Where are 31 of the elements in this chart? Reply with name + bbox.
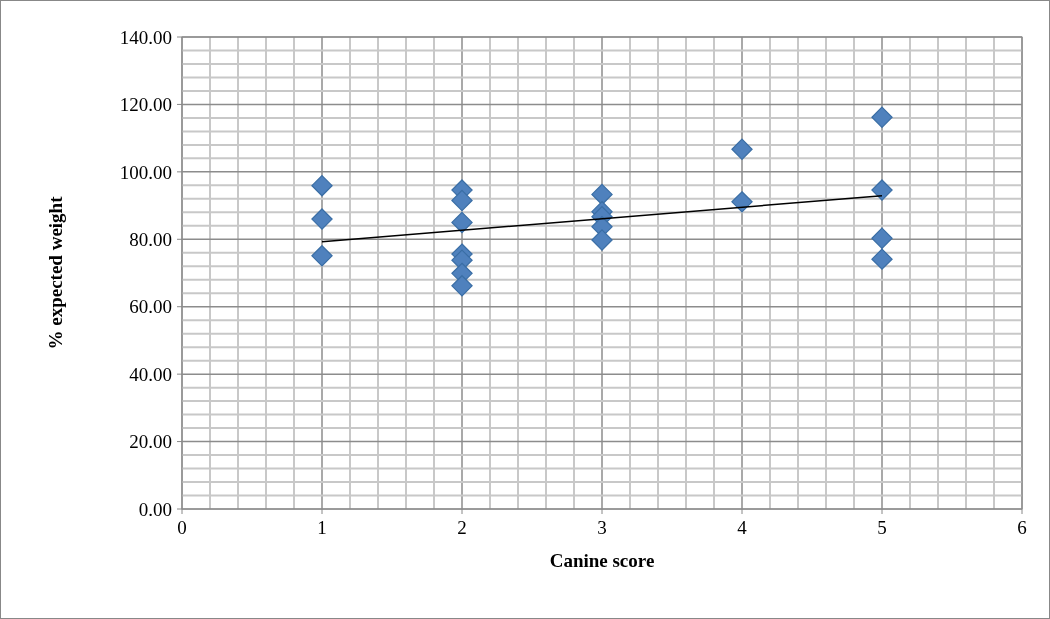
y-tick-label: 120.00 <box>119 94 172 116</box>
point <box>451 211 473 234</box>
point <box>311 174 333 197</box>
y-tick-label: 100.00 <box>119 161 172 183</box>
point <box>871 248 893 270</box>
x-tick-label: 4 <box>737 517 748 538</box>
point <box>591 229 613 251</box>
point <box>591 183 613 206</box>
x-tick-label: 3 <box>597 517 607 538</box>
point <box>871 179 893 201</box>
x-tick-label: 0 <box>177 517 187 538</box>
x-tick-label: 5 <box>877 517 887 538</box>
point <box>451 189 473 212</box>
y-tick-label: 0.00 <box>138 498 172 520</box>
y-tick-label: 80.00 <box>129 228 172 250</box>
x-tick-label: 6 <box>1017 517 1027 538</box>
x-tick-label: 1 <box>317 517 327 538</box>
y-tick-label: 40.00 <box>129 363 172 385</box>
point <box>731 138 753 160</box>
point <box>451 275 473 297</box>
point <box>311 245 333 267</box>
y-tick-label: 20.00 <box>129 431 172 453</box>
y-tick-label: 60.00 <box>129 296 172 318</box>
x-tick-label: 2 <box>457 517 467 538</box>
point <box>311 208 333 230</box>
y-axis-title: % expected weight <box>45 195 66 350</box>
x-axis-title: Canine score <box>549 550 655 571</box>
y-tick-label: 140.00 <box>119 26 172 48</box>
point <box>871 227 893 249</box>
point <box>731 191 753 213</box>
point <box>871 106 893 128</box>
